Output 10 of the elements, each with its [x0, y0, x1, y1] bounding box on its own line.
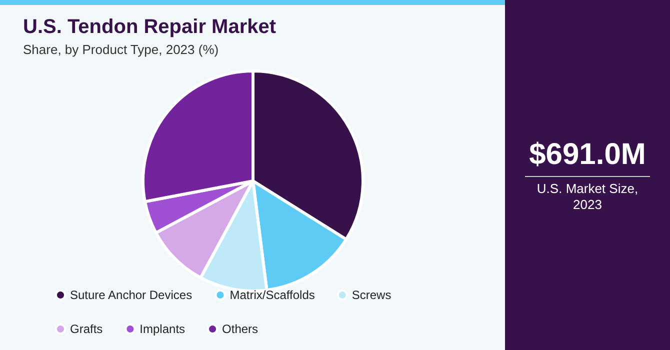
legend-label: Screws	[352, 288, 392, 302]
legend-label: Matrix/Scaffolds	[230, 288, 315, 302]
legend-label: Suture Anchor Devices	[70, 288, 192, 302]
text: U.S. Market Size, 2023	[536, 181, 640, 213]
legend-label: Grafts	[70, 322, 103, 336]
legend-label: Others	[222, 322, 258, 336]
legend-label: Implants	[140, 322, 186, 336]
text: $691.0M	[528, 138, 647, 172]
chart-subtitle: Share, by Product Type, 2023 (%)	[23, 42, 219, 57]
chart-title: U.S. Tendon Repair Market	[23, 16, 276, 38]
